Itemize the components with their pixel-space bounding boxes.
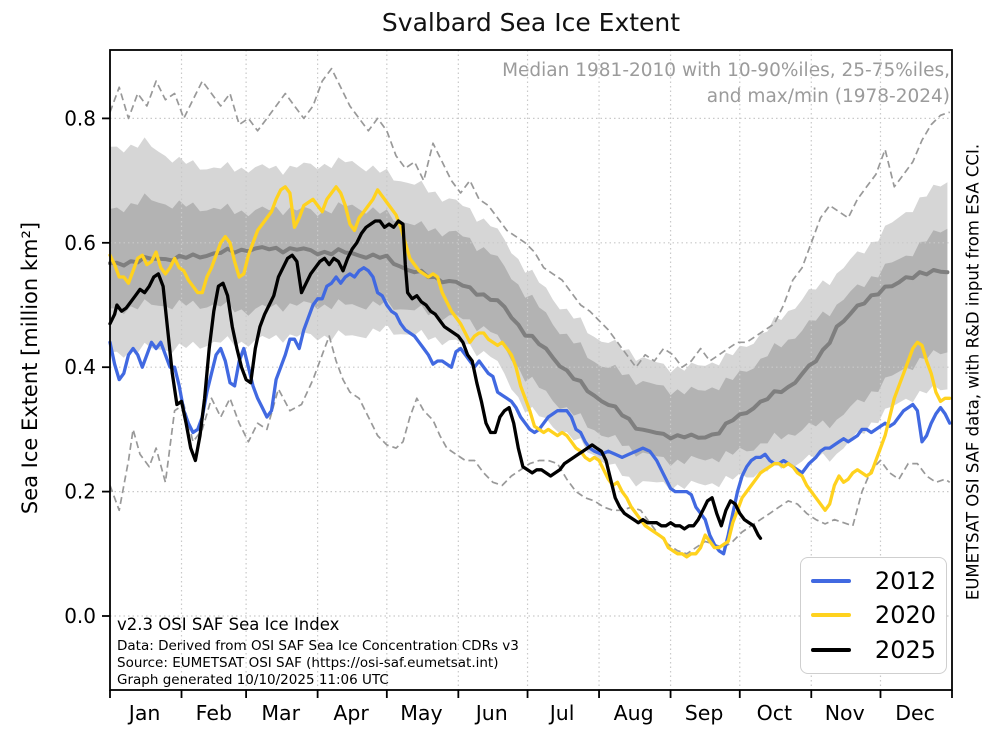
svg-text:0.4: 0.4 — [64, 355, 96, 379]
svg-text:Jun: Jun — [474, 701, 508, 725]
svg-text:Dec: Dec — [895, 701, 935, 725]
legend-item-2020: 2020 — [811, 601, 936, 629]
svg-text:Jan: Jan — [127, 701, 161, 725]
svg-text:0.8: 0.8 — [64, 106, 96, 130]
footnote-source-line: Source: EUMETSAT OSI SAF (https://osi-sa… — [117, 655, 499, 671]
chart-title: Svalbard Sea Ice Extent — [381, 8, 681, 37]
legend-swatch-2012 — [811, 579, 851, 584]
legend: 2012 2020 2025 — [800, 557, 947, 674]
svg-text:Mar: Mar — [261, 701, 300, 725]
svg-text:0.6: 0.6 — [64, 231, 96, 255]
svg-text:Feb: Feb — [196, 701, 232, 725]
svg-text:0.0: 0.0 — [64, 604, 96, 628]
footnote-data-line: Data: Derived from OSI SAF Sea Ice Conce… — [117, 638, 519, 654]
y-axis-label: Sea Ice Extent [million km²] — [18, 221, 42, 515]
svg-text:0.2: 0.2 — [64, 480, 96, 504]
svg-text:Aug: Aug — [614, 701, 654, 725]
svg-text:Jul: Jul — [548, 701, 575, 725]
chart-subtitle: Median 1981-2010 with 10-90%iles, 25-75%… — [502, 58, 950, 110]
data-attribution-caption: EUMETSAT OSI SAF data, with R&D input fr… — [963, 143, 983, 601]
legend-item-2012: 2012 — [811, 567, 936, 595]
svg-text:Sep: Sep — [685, 701, 724, 725]
svg-text:May: May — [400, 701, 442, 725]
footnote-block: v2.3 OSI SAF Sea Ice Index Data: Derived… — [117, 615, 519, 689]
chart-subtitle-line1: Median 1981-2010 with 10-90%iles, 25-75%… — [502, 60, 950, 81]
footnote-index-version: v2.3 OSI SAF Sea Ice Index — [117, 615, 340, 634]
legend-label-2012: 2012 — [874, 567, 936, 596]
footnote-generated-line: Graph generated 10/10/2025 11:06 UTC — [117, 672, 389, 688]
legend-swatch-2025 — [811, 647, 851, 652]
svg-text:Oct: Oct — [757, 701, 792, 725]
legend-label-2025: 2025 — [874, 635, 936, 664]
chart-subtitle-line2: and max/min (1978-2024) — [706, 86, 950, 107]
legend-item-2025: 2025 — [811, 636, 936, 664]
svg-text:Nov: Nov — [825, 701, 865, 725]
legend-swatch-2020 — [811, 613, 851, 618]
svg-text:Apr: Apr — [333, 701, 369, 725]
legend-label-2020: 2020 — [874, 601, 936, 630]
